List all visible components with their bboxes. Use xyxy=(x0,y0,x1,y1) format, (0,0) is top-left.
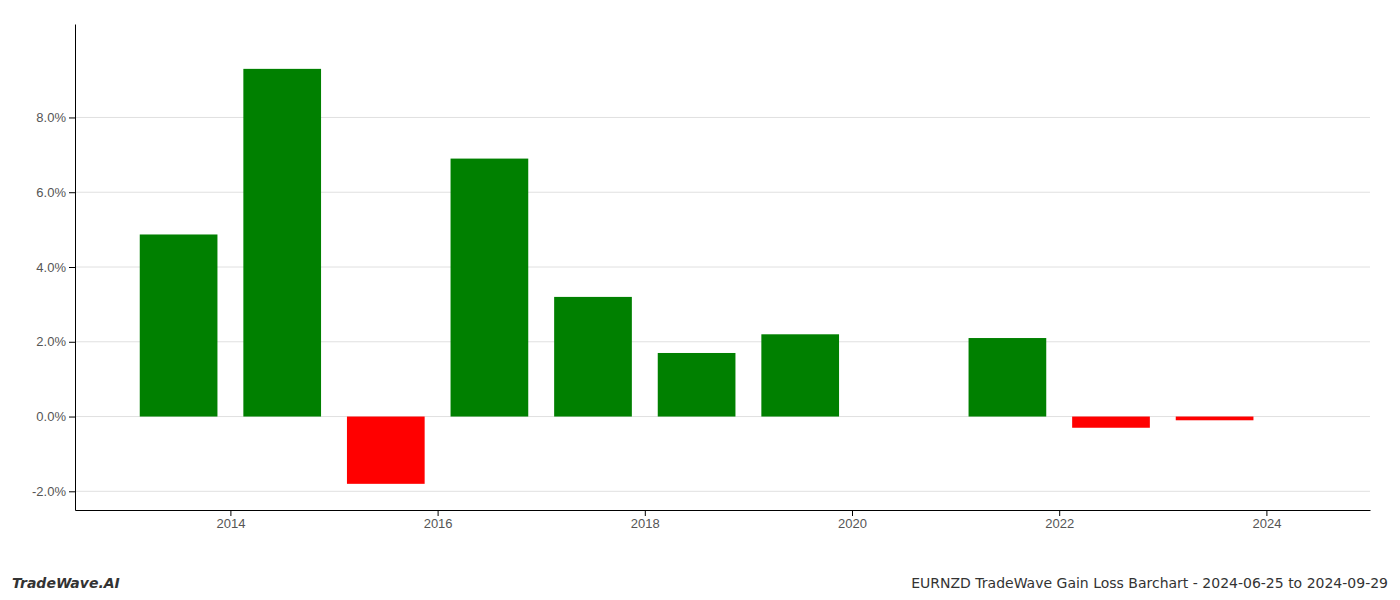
y-tick: 4.0% xyxy=(36,260,75,275)
x-tick: 2022 xyxy=(1045,510,1074,531)
y-tick-mark xyxy=(69,417,75,418)
y-tick-label: 0.0% xyxy=(36,409,66,424)
bar xyxy=(347,417,425,484)
y-axis-line xyxy=(75,25,76,511)
y-tick-label: 4.0% xyxy=(36,260,66,275)
bar xyxy=(1176,417,1254,421)
x-tick: 2024 xyxy=(1252,510,1281,531)
x-tick: 2018 xyxy=(631,510,660,531)
x-tick: 2014 xyxy=(216,510,245,531)
bar xyxy=(1072,417,1150,428)
x-tick-label: 2020 xyxy=(838,516,867,531)
x-axis-line xyxy=(76,510,1371,511)
y-tick-mark xyxy=(69,491,75,492)
y-tick-mark xyxy=(69,192,75,193)
y-axis: -2.0% 0.0% 2.0% 4.0% 6.0% 8.0% xyxy=(32,25,75,511)
x-tick: 2016 xyxy=(424,510,453,531)
x-tick-label: 2022 xyxy=(1045,516,1074,531)
y-tick: 0.0% xyxy=(36,409,75,424)
y-tick-mark xyxy=(69,117,75,118)
x-tick-mark xyxy=(852,510,853,516)
footer-left: TradeWave.AI xyxy=(12,575,120,591)
x-tick: 2020 xyxy=(838,510,867,531)
y-tick-label: 8.0% xyxy=(36,110,66,125)
y-tick-mark xyxy=(69,342,75,343)
y-tick-label: 6.0% xyxy=(36,185,66,200)
y-tick: 6.0% xyxy=(36,185,75,200)
x-tick-label: 2024 xyxy=(1252,516,1281,531)
y-tick: -2.0% xyxy=(32,484,75,499)
bars xyxy=(140,69,1254,484)
bar xyxy=(761,334,839,416)
x-tick-mark xyxy=(1059,510,1060,516)
x-tick-label: 2014 xyxy=(216,516,245,531)
bar xyxy=(140,234,218,416)
grid-line xyxy=(75,491,1370,492)
x-tick-mark xyxy=(230,510,231,516)
chart-container: -2.0% 0.0% 2.0% 4.0% 6.0% 8.0% 2014 2016 2018 202… xyxy=(0,0,1400,600)
title: EURNZD TradeWave Gain Loss Barchart - 20… xyxy=(911,575,1388,591)
bar xyxy=(969,338,1047,417)
y-tick: 8.0% xyxy=(36,110,75,125)
x-tick-mark xyxy=(645,510,646,516)
x-tick-mark xyxy=(438,510,439,516)
y-tick-label: 2.0% xyxy=(36,334,66,349)
y-tick-label: -2.0% xyxy=(32,484,66,499)
bar xyxy=(658,353,736,417)
x-tick-label: 2018 xyxy=(631,516,660,531)
chart: -2.0% 0.0% 2.0% 4.0% 6.0% 8.0% 2014 2016 2018 202… xyxy=(0,0,1400,600)
y-tick-mark xyxy=(69,267,75,268)
bar xyxy=(554,297,632,417)
x-tick-mark xyxy=(1266,510,1267,516)
x-axis: 2014 2016 2018 2020 2022 2024 xyxy=(76,510,1371,531)
y-tick: 2.0% xyxy=(36,334,75,349)
x-tick-label: 2016 xyxy=(424,516,453,531)
bar xyxy=(451,159,529,417)
bar xyxy=(243,69,321,417)
